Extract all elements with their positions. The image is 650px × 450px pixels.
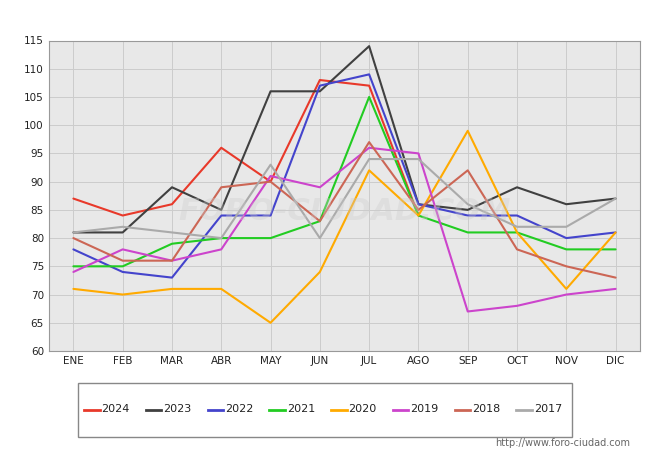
Text: Afiliados en Priaranza del Bierzo a 30/9/2024: Afiliados en Priaranza del Bierzo a 30/9… bbox=[153, 13, 497, 28]
Text: 2024: 2024 bbox=[101, 405, 130, 414]
Text: 2020: 2020 bbox=[348, 405, 377, 414]
Text: FORO-CIUDAD.COM: FORO-CIUDAD.COM bbox=[178, 197, 511, 226]
Text: 2023: 2023 bbox=[163, 405, 192, 414]
Text: 2019: 2019 bbox=[410, 405, 439, 414]
Text: 2022: 2022 bbox=[225, 405, 254, 414]
Text: 2017: 2017 bbox=[534, 405, 562, 414]
Text: 2018: 2018 bbox=[472, 405, 500, 414]
Text: http://www.foro-ciudad.com: http://www.foro-ciudad.com bbox=[495, 438, 630, 448]
Text: 2021: 2021 bbox=[287, 405, 315, 414]
